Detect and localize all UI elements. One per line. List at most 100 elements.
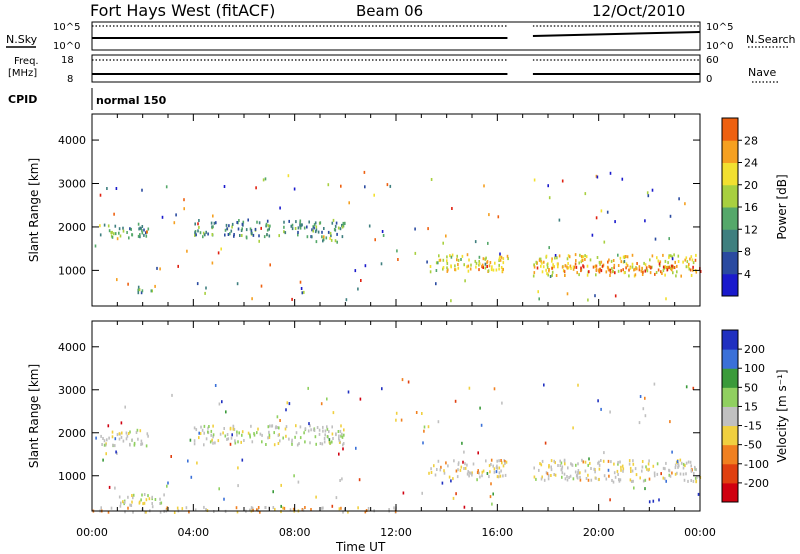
data-cell: [118, 231, 120, 235]
data-cell: [618, 479, 621, 483]
data-cell: [498, 257, 501, 261]
data-cell: [499, 254, 501, 258]
data-cell: [196, 461, 198, 465]
data-cell: [238, 219, 240, 222]
data-cell: [292, 507, 295, 511]
data-cell: [605, 477, 608, 481]
data-cell: [664, 477, 666, 481]
data-cell: [204, 291, 206, 295]
data-cell: [422, 441, 424, 445]
data-cell: [603, 240, 606, 244]
data-cell: [291, 442, 293, 446]
data-cell: [130, 504, 133, 507]
data-cell: [578, 471, 580, 475]
data-cell: [550, 474, 552, 477]
data-cell: [315, 240, 318, 244]
data-cell: [533, 271, 536, 275]
data-cell: [314, 435, 317, 439]
data-cell: [143, 233, 145, 237]
data-cell: [240, 440, 242, 444]
data-cell: [341, 223, 343, 227]
data-cell: [442, 266, 445, 269]
data-cell: [257, 508, 259, 512]
data-cell: [323, 227, 325, 230]
data-cell: [658, 498, 660, 502]
data-cell: [257, 427, 259, 431]
data-cell: [340, 424, 342, 428]
data-cell: [231, 225, 233, 229]
data-cell: [150, 289, 153, 293]
data-cell: [486, 265, 488, 268]
data-cell: [276, 426, 279, 429]
data-cell: [141, 289, 144, 293]
data-cell: [348, 201, 350, 205]
data-cell: [342, 510, 344, 514]
data-cell: [595, 264, 597, 268]
data-cell: [548, 268, 550, 271]
data-cell: [447, 268, 449, 272]
data-cell: [649, 258, 651, 262]
data-cell: [579, 471, 581, 475]
data-cell: [656, 256, 658, 260]
data-cell: [224, 233, 226, 237]
data-cell: [699, 270, 702, 273]
data-cell: [441, 481, 444, 485]
data-cell: [497, 475, 500, 479]
data-cell: [256, 431, 258, 435]
data-cell: [623, 256, 626, 260]
data-cell: [564, 462, 566, 466]
data-cell: [653, 474, 656, 478]
data-cell: [685, 472, 687, 476]
data-cell: [128, 236, 130, 240]
data-cell: [476, 478, 478, 482]
x-tick-label: 04:00: [177, 526, 209, 539]
data-cell: [550, 459, 553, 463]
data-cell: [290, 224, 293, 228]
data-cell: [285, 434, 287, 438]
data-cell: [694, 258, 697, 262]
data-cell: [653, 382, 656, 386]
data-cell: [656, 472, 659, 476]
data-cell: [183, 207, 185, 211]
data-cell: [397, 258, 399, 261]
y-tick-label: 1000: [58, 470, 86, 483]
data-cell: [423, 429, 425, 433]
data-cell: [467, 269, 470, 273]
data-cell: [207, 426, 209, 430]
data-cell: [102, 437, 104, 440]
data-cell: [488, 464, 491, 468]
data-cell: [496, 475, 499, 479]
data-cell: [222, 431, 224, 435]
data-cell: [357, 287, 359, 291]
data-cell: [327, 230, 330, 234]
data-cell: [438, 254, 440, 258]
data-cell: [676, 471, 678, 475]
data-cell: [132, 496, 134, 500]
data-cell: [677, 254, 680, 258]
data-cell: [291, 438, 293, 442]
y-axis-title: Slant Range [km]: [27, 158, 41, 262]
data-cell: [698, 474, 701, 478]
data-cell: [641, 273, 644, 276]
data-cell: [119, 234, 122, 238]
data-cell: [690, 479, 692, 482]
colorbar-tick-label: -15: [744, 420, 762, 433]
data-cell: [442, 241, 444, 245]
data-cell: [266, 219, 269, 223]
data-cell: [335, 433, 337, 437]
data-cell: [339, 429, 342, 433]
data-cell: [687, 460, 690, 464]
velocity-colorbar: -200 -100 -50 -15 15 50 100 200 Velocity [m s⁻¹]: [721, 329, 789, 503]
data-cell: [163, 493, 165, 497]
data-cell: [668, 473, 671, 477]
data-cell: [489, 495, 492, 499]
data-cell: [644, 487, 646, 491]
data-cell: [295, 220, 297, 224]
colorbar-tick-label: 16: [744, 201, 758, 214]
data-cell: [600, 209, 603, 213]
data-cell: [600, 407, 602, 411]
data-cell: [502, 261, 505, 265]
data-cell: [560, 468, 563, 472]
data-cell: [104, 443, 107, 447]
